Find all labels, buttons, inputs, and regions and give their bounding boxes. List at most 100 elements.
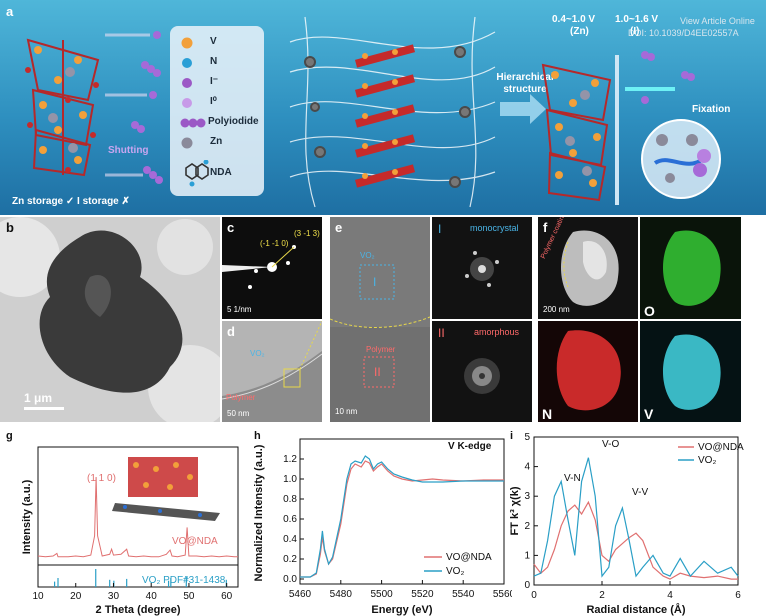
xrd-series-vo-nda <box>37 476 238 558</box>
xanes-legend-vo2: VO₂ <box>446 566 464 577</box>
shutting-label: Shutting <box>108 145 149 156</box>
watermark-view-article: View Article Online <box>680 16 755 26</box>
scale-label-c: 5 1/nm <box>227 305 252 314</box>
monocrystal-label: monocrystal <box>470 223 519 233</box>
fft-halo <box>432 321 532 422</box>
saed-pattern-panel-c: c (-1 -1 0) (3 -1 3) 5 1/nm <box>222 217 322 319</box>
xanes-plot-frame <box>299 438 505 585</box>
atom-legend: V N I⁻ I⁰ Polyiodide Zn <box>170 26 264 196</box>
o-map-label: O <box>644 303 655 319</box>
fft-spots <box>432 217 532 319</box>
xanes-y-tick-label: 1.2 <box>283 454 297 465</box>
exafs-x-tick-label: 4 <box>667 590 673 601</box>
scale-label-d: 50 nm <box>227 409 250 418</box>
ion-trails-left <box>105 31 163 184</box>
xrd-ylabel: Intensity (a.u.) <box>21 479 33 554</box>
peak-110-label: (1 1 0) <box>87 473 116 484</box>
vo2-label-d: VO₂ <box>250 349 265 358</box>
panel-g-letter: g <box>6 430 13 442</box>
panel-d-letter: d <box>227 324 235 339</box>
xanes-chart-h: h 0.0 0.2 0.4 0.6 0.8 1.0 1.2 5460 5480 5500 5520… <box>253 430 512 616</box>
xanes-series-vo2 <box>300 455 504 578</box>
exafs-series-vo-nda <box>533 500 738 580</box>
tem-particle-b <box>0 217 220 422</box>
iodine-atom-icon <box>182 98 192 108</box>
xanes-x-ticks: 5460 5480 5500 5520 5540 5560 <box>289 580 512 600</box>
fixation-label: Fixation <box>692 104 731 115</box>
legend-row-zn: Zn <box>178 134 262 154</box>
fft-2-label: II <box>438 326 445 340</box>
xrd-x-ticks: 10 20 30 40 50 60 <box>32 583 233 602</box>
xanes-x-tick-label: 5540 <box>452 589 475 600</box>
ann-v-o: V-O <box>602 439 619 450</box>
xrd-sample-label: VO@NDA <box>172 536 218 547</box>
legend-label-n: N <box>210 56 218 67</box>
panel-b-letter: b <box>6 220 14 235</box>
eds-map-v: V <box>640 321 741 422</box>
legend-row-n: N <box>178 54 262 74</box>
fft-monocrystal-panel: I monocrystal <box>432 217 532 319</box>
storage-label: Zn storage ✓ I storage ✗ <box>12 196 130 207</box>
vo2-lattice-right <box>541 55 619 205</box>
legend-label-zn: Zn <box>210 136 223 147</box>
scale-label-f: 200 nm <box>543 305 570 314</box>
o-element-map <box>640 217 741 319</box>
voltage-zn-label: 0.4~1.0 V <box>552 14 596 25</box>
legend-row-iodide: I⁻ <box>178 74 262 94</box>
xanes-x-tick-label: 5480 <box>330 589 353 600</box>
xanes-x-tick-label: 5460 <box>289 589 312 600</box>
legend-label-iodide: I⁻ <box>210 76 219 87</box>
eds-map-o: O <box>640 217 741 319</box>
watermark-doi: DOI: 10.1039/D4EE02557A <box>628 28 739 38</box>
schematic-panel-a: a View Article Online DOI: 10.1039/D4EE0… <box>0 0 766 215</box>
panel-f-letter: f <box>543 220 548 235</box>
region-2-label: II <box>374 365 381 379</box>
panel-i-letter: i <box>510 430 513 442</box>
xanes-x-tick-label: 5520 <box>411 589 434 600</box>
exafs-y-tick-label: 0 <box>524 580 530 591</box>
zn-atom-icon <box>181 137 193 149</box>
voltage-i-label: 1.0~1.6 V <box>615 14 659 25</box>
xanes-y-tick-label: 0.2 <box>283 554 297 565</box>
xrd-inset-structure <box>112 457 220 521</box>
fft-amorphous-panel: II amorphous <box>432 321 532 422</box>
n-element-map <box>538 321 638 422</box>
legend-label-iodine: I⁰ <box>210 96 217 107</box>
vo2-lattice-left <box>25 38 100 177</box>
xanes-y-tick-label: 0.8 <box>283 494 297 505</box>
tem-image-panel-d: d VO₂ Polymer 50 nm <box>222 321 322 422</box>
ann-v-v: V-V <box>632 487 648 498</box>
xrd-x-tick-label: 40 <box>146 591 158 602</box>
xrd-reference-label: VO₂ PDF#31-1438 <box>142 575 226 586</box>
exafs-y-ticks: 0 1 2 3 4 5 <box>524 432 538 591</box>
region-1-label: I <box>373 275 377 289</box>
panel-a-letter: a <box>6 4 14 19</box>
fixation-bubble-icon <box>641 119 721 199</box>
voltage-zn-sub: (Zn) <box>570 26 589 37</box>
xrd-x-tick-label: 50 <box>183 591 195 602</box>
exafs-y-tick-label: 4 <box>524 462 530 473</box>
xanes-xlabel: Energy (eV) <box>371 604 432 616</box>
panel-c-letter: c <box>227 220 235 235</box>
scale-label-b: 1 μm <box>24 391 53 405</box>
diffraction-pattern <box>222 217 322 319</box>
haadf-image-panel-f: f Polymer coating 200 nm <box>538 217 638 319</box>
legend-label-v: V <box>210 36 217 47</box>
exafs-series-vo2 <box>533 457 739 578</box>
legend-row-nda: NDA <box>178 158 262 190</box>
legend-row-iodine: I⁰ <box>178 94 262 114</box>
legend-row-v: V <box>178 34 262 54</box>
polymer-label-d: Polymer <box>226 393 256 402</box>
hierarchical-label: Hierarchical structure <box>496 72 554 95</box>
exafs-legend-vo-nda: VO@NDA <box>698 442 744 453</box>
exafs-plot-frame <box>533 436 739 586</box>
legend-label-nda: NDA <box>210 167 232 178</box>
xanes-y-tick-label: 1.0 <box>283 474 297 485</box>
nda-molecule-icon <box>185 160 209 187</box>
iodide-ion-icon <box>182 78 192 88</box>
xanes-ylabel: Normalized Intensity (a.u.) <box>253 444 265 581</box>
exafs-y-tick-label: 2 <box>524 521 530 532</box>
vo2-label-e: VO₂ <box>360 251 375 260</box>
xrd-x-tick-label: 60 <box>221 591 233 602</box>
tem-image-panel-b: b 1 μm <box>0 217 220 422</box>
